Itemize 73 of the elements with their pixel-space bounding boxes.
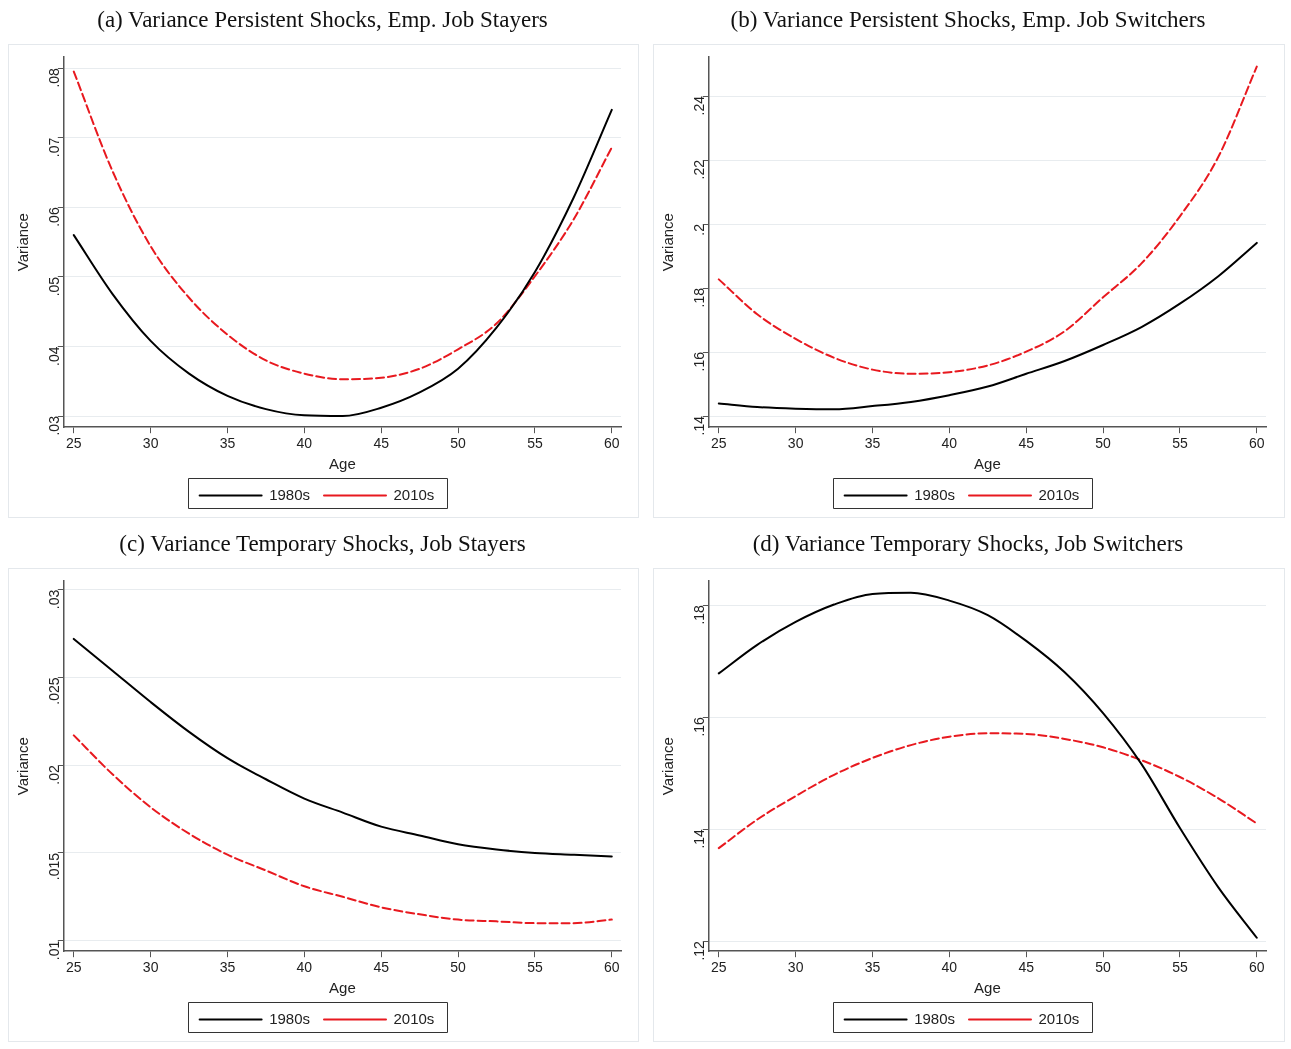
y-tick-label: .02 (45, 765, 62, 785)
x-tick-label: 60 (1248, 435, 1265, 452)
y-tick-label: .04 (45, 346, 62, 366)
y-tick-label: .01 (45, 940, 62, 961)
chart-title: (b) Variance Persistent Shocks, Emp. Job Switchers (729, 6, 1207, 34)
x-tick-label: 55 (527, 959, 543, 976)
x-tick-label: 25 (66, 959, 82, 976)
y-tick-label: .05 (45, 276, 62, 297)
x-tick-label: 60 (603, 435, 620, 452)
legend-label: 2010s (393, 1009, 435, 1027)
x-tick-label: 30 (142, 959, 159, 976)
x-tick-label: 55 (527, 435, 543, 452)
y-tick-label: .14 (690, 415, 707, 436)
legend-label: 2010s (1038, 485, 1080, 503)
y-tick-label: .22 (690, 159, 707, 180)
y-axis-title: Variance (659, 737, 677, 796)
x-axis-title: Age (974, 455, 1001, 473)
y-tick-label: .03 (45, 415, 62, 436)
x-tick-label: 35 (864, 959, 881, 976)
x-axis-title: Age (329, 455, 356, 473)
x-tick-label: 50 (450, 959, 467, 976)
legend-label: 1980s (269, 1009, 311, 1027)
x-tick-label: 40 (941, 435, 958, 452)
x-tick-label: 45 (1018, 959, 1035, 976)
y-tick-label: .18 (690, 287, 707, 308)
x-tick-label: 25 (711, 959, 727, 976)
y-tick-label: .12 (690, 940, 707, 961)
x-tick-label: 45 (1018, 435, 1035, 452)
y-tick-label: .06 (45, 207, 62, 227)
x-tick-label: 35 (864, 435, 881, 452)
legend-label: 1980s (269, 485, 311, 503)
x-axis-title: Age (329, 979, 356, 997)
x-tick-label: 55 (1172, 435, 1188, 452)
x-tick-label: 45 (373, 435, 390, 452)
y-axis-title: Variance (659, 213, 677, 272)
y-tick-label: .2 (690, 223, 707, 236)
y-axis-title: Variance (14, 737, 32, 796)
chart-title: (d) Variance Temporary Shocks, Job Switchers (751, 530, 1185, 558)
x-tick-label: 30 (787, 959, 804, 976)
x-tick-label: 60 (1248, 959, 1265, 976)
y-tick-label: .03 (45, 589, 62, 610)
x-tick-label: 35 (219, 959, 236, 976)
x-tick-label: 40 (296, 959, 313, 976)
legend-label: 2010s (1038, 1009, 1080, 1027)
y-tick-label: .025 (45, 677, 62, 705)
x-tick-label: 30 (142, 435, 159, 452)
x-tick-label: 35 (219, 435, 236, 452)
y-tick-label: .015 (45, 852, 62, 881)
x-tick-label: 55 (1172, 959, 1188, 976)
legend-label: 2010s (393, 485, 435, 503)
y-tick-label: .16 (690, 716, 707, 737)
legend-label: 1980s (914, 485, 956, 503)
y-tick-label: .16 (690, 351, 707, 372)
x-tick-label: 50 (1095, 959, 1112, 976)
x-tick-label: 50 (1095, 435, 1112, 452)
x-tick-label: 40 (296, 435, 313, 452)
chart-title: (c) Variance Temporary Shocks, Job Stayers (118, 530, 527, 558)
y-tick-label: .18 (690, 604, 707, 625)
x-tick-label: 60 (603, 959, 620, 976)
x-tick-label: 50 (450, 435, 467, 452)
y-tick-label: .07 (45, 137, 62, 158)
y-tick-label: .24 (690, 95, 707, 116)
x-tick-label: 25 (66, 435, 82, 452)
x-tick-label: 25 (711, 435, 727, 452)
chart-title: (a) Variance Persistent Shocks, Emp. Job Stayers (96, 6, 549, 34)
y-tick-label: .14 (690, 828, 707, 849)
x-axis-title: Age (974, 979, 1001, 997)
x-tick-label: 40 (941, 959, 958, 976)
x-tick-label: 45 (373, 959, 390, 976)
y-tick-label: .08 (45, 67, 62, 88)
x-tick-label: 30 (787, 435, 804, 452)
legend-label: 1980s (914, 1009, 956, 1027)
y-axis-title: Variance (14, 213, 32, 272)
